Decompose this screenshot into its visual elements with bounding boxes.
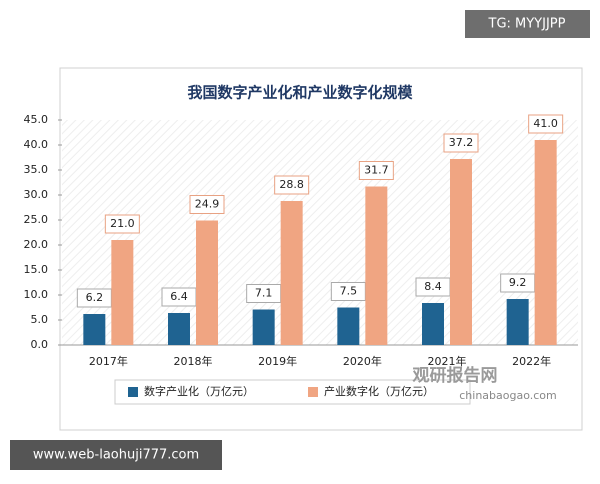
bar — [365, 186, 388, 345]
y-tick-label: 15.0 — [24, 263, 49, 276]
value-label: 41.0 — [533, 117, 558, 130]
watermark-box — [10, 440, 222, 470]
x-tick-label: 2019年 — [258, 354, 297, 368]
y-tick-label: 25.0 — [24, 213, 49, 226]
value-label-box — [104, 214, 140, 234]
source-logo: 观研报告网 — [412, 365, 498, 386]
value-label-box — [528, 114, 564, 134]
value-label: 6.4 — [170, 290, 188, 303]
watermark-box — [465, 10, 590, 38]
y-tick-label: 0.0 — [31, 338, 49, 351]
legend-label: 数字产业化（万亿元） — [144, 384, 254, 398]
bar — [337, 307, 360, 345]
watermark: TG: MYYJJPP — [488, 17, 566, 32]
bar — [111, 240, 134, 345]
y-tick-label: 10.0 — [24, 288, 49, 301]
y-tick-label: 35.0 — [24, 163, 49, 176]
legend-swatch — [128, 387, 138, 397]
y-tick-label: 30.0 — [24, 188, 49, 201]
bar — [196, 220, 218, 345]
value-label-box — [500, 273, 536, 293]
value-label: 31.7 — [364, 164, 389, 177]
value-label: 8.4 — [424, 280, 442, 293]
bar — [168, 313, 190, 345]
value-label: 21.0 — [110, 217, 135, 230]
legend-label: 产业数字化（万亿元） — [324, 384, 434, 398]
bar — [450, 159, 472, 345]
value-label: 37.2 — [449, 136, 474, 149]
bar — [534, 140, 557, 345]
value-label: 7.1 — [255, 287, 273, 300]
bar — [280, 201, 303, 345]
value-label-box — [443, 133, 479, 153]
value-label-box — [274, 175, 310, 195]
x-tick-label: 2022年 — [512, 354, 551, 368]
value-label: 7.5 — [340, 285, 358, 298]
plot-background — [62, 120, 578, 345]
bar — [506, 299, 529, 345]
bar — [83, 314, 106, 345]
value-label: 6.2 — [86, 291, 104, 304]
legend — [114, 379, 471, 405]
y-tick-label: 40.0 — [24, 138, 49, 151]
bar — [252, 309, 275, 345]
value-label: 24.9 — [195, 198, 220, 211]
chart-title: 我国数字产业化和产业数字化规模 — [187, 84, 413, 102]
x-tick-label: 2018年 — [174, 354, 213, 368]
value-label-box — [189, 195, 225, 214]
value-label: 28.8 — [279, 178, 304, 191]
y-tick-label: 5.0 — [31, 313, 49, 326]
x-tick-label: 2021年 — [428, 354, 467, 368]
x-tick-label: 2017年 — [89, 354, 128, 368]
x-tick-label: 2020年 — [343, 354, 382, 368]
value-label: 9.2 — [509, 276, 527, 289]
bar — [422, 303, 444, 345]
legend-swatch — [308, 387, 318, 397]
watermark: www.web-laohuji777.com — [33, 448, 199, 463]
y-tick-label: 20.0 — [24, 238, 49, 251]
source-url: chinabaogao.com — [459, 389, 557, 402]
value-label-box — [358, 161, 394, 180]
y-tick-label: 45.0 — [24, 113, 49, 126]
